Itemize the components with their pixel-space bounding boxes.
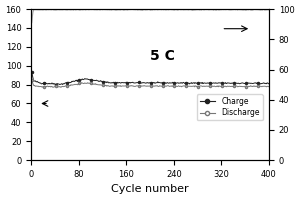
Charge: [180, 82, 183, 84]
Discharge: [59, 86, 63, 88]
Discharge: [30, 79, 34, 81]
Charge: [58, 83, 61, 86]
Charge: [267, 83, 271, 85]
Charge: [202, 82, 206, 84]
Discharge: [202, 85, 206, 87]
Discharge: [203, 85, 207, 87]
Line: Discharge: Discharge: [31, 79, 270, 88]
Discharge: [124, 85, 128, 87]
Legend: Charge, Discharge: Charge, Discharge: [197, 94, 263, 120]
Discharge: [108, 85, 111, 88]
Charge: [30, 71, 34, 74]
X-axis label: Cycle number: Cycle number: [111, 184, 189, 194]
Line: Charge: Charge: [31, 71, 270, 86]
Discharge: [267, 86, 271, 88]
Charge: [108, 81, 111, 84]
Charge: [124, 81, 128, 83]
Charge: [203, 82, 207, 84]
Discharge: [58, 86, 62, 88]
Text: 5 C: 5 C: [149, 49, 174, 63]
Discharge: [180, 86, 183, 88]
Charge: [59, 83, 63, 85]
